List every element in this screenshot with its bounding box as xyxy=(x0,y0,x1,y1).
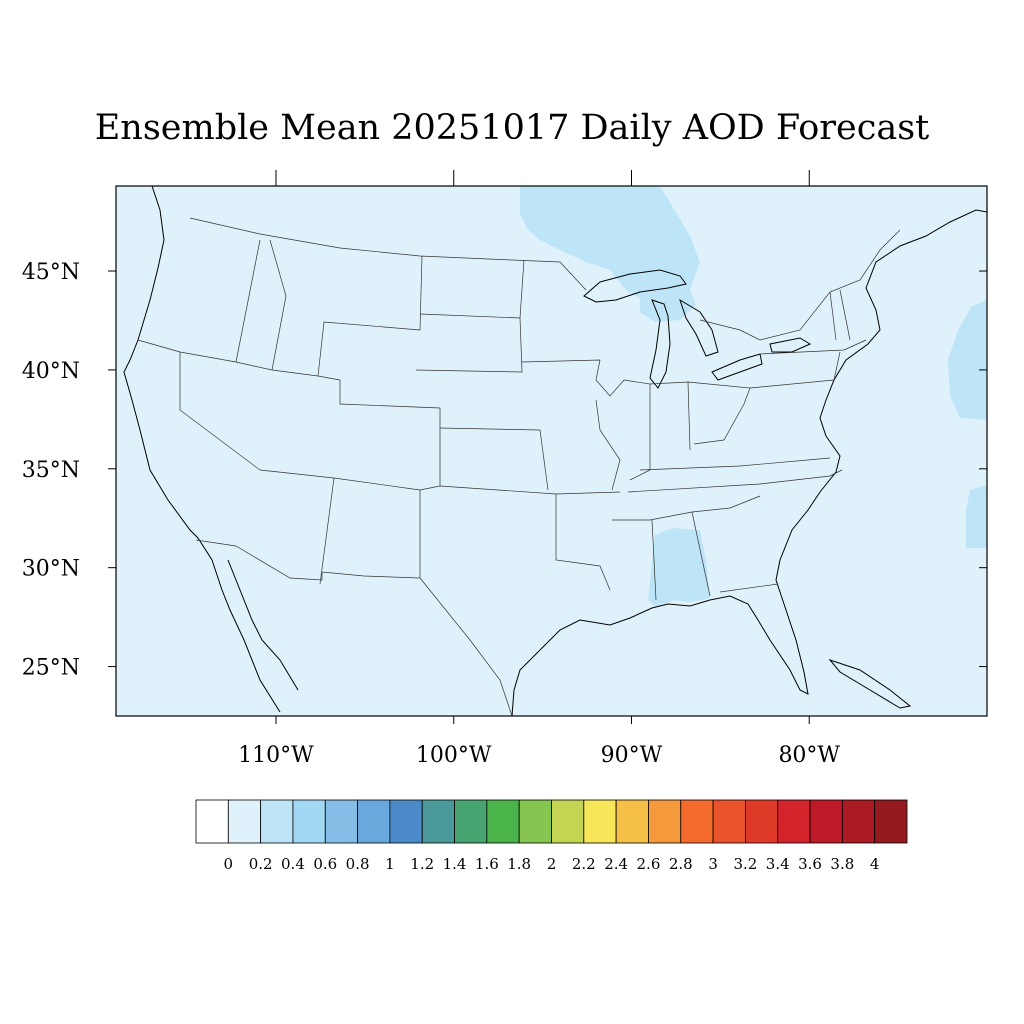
colorbar-level-label: 0.8 xyxy=(346,855,370,873)
colorbar-level-label: 1.4 xyxy=(443,855,467,873)
colorbar-swatch xyxy=(421,799,455,844)
colorbar-level-label: 2.8 xyxy=(669,855,693,873)
colorbar-swatch xyxy=(712,799,746,844)
colorbar-swatch xyxy=(745,799,779,844)
lat-tick-label: 30°N xyxy=(22,557,80,582)
cuba xyxy=(828,658,912,709)
colorbar-level-label: 1 xyxy=(385,855,395,873)
lat-tick-label: 40°N xyxy=(22,359,80,384)
lat-tick-label: 35°N xyxy=(22,458,80,483)
state-boundaries xyxy=(137,217,901,716)
colorbar-swatch xyxy=(583,799,617,844)
lake-erie xyxy=(711,353,763,381)
colorbar-swatch xyxy=(454,799,488,844)
colorbar-level-label: 1.2 xyxy=(410,855,434,873)
colorbar-swatch xyxy=(518,799,552,844)
longitude-axis: 110°W 100°W 90°W 80°W xyxy=(238,170,840,768)
coastline-layer xyxy=(123,186,987,716)
colorbar-swatch xyxy=(551,799,585,844)
lon-tick-label: 90°W xyxy=(601,743,663,768)
aod-patch-atlantic-offshore-north xyxy=(948,300,987,420)
colorbar-level-label: 1.8 xyxy=(507,855,531,873)
colorbar-swatch xyxy=(389,799,423,844)
mexico-border xyxy=(195,539,513,716)
colorbar-level-label: 3.8 xyxy=(830,855,854,873)
pacific-coastline xyxy=(123,186,281,713)
colorbar-level-label: 3.6 xyxy=(798,855,822,873)
map-background xyxy=(116,186,987,716)
colorbar-level-label: 0.6 xyxy=(313,855,337,873)
colorbar-swatch xyxy=(680,799,714,844)
lake-huron xyxy=(679,298,719,357)
map-title: Ensemble Mean 20251017 Daily AOD Forecas… xyxy=(94,108,930,148)
colorbar-swatch xyxy=(648,799,682,844)
canada-border xyxy=(189,217,587,291)
lon-tick-label: 80°W xyxy=(778,743,840,768)
lake-superior xyxy=(583,269,687,303)
aod-field-layer xyxy=(520,186,987,607)
colorbar-swatch xyxy=(615,799,649,844)
lake-michigan xyxy=(649,299,671,389)
map-frame xyxy=(115,185,988,717)
colorbar-swatch xyxy=(227,799,262,844)
colorbar-swatch xyxy=(809,799,843,844)
colorbar-level-label: 0.2 xyxy=(249,855,273,873)
colorbar-swatch xyxy=(324,799,358,844)
colorbar-level-label: 1.6 xyxy=(475,855,499,873)
colorbar-level-label: 3.2 xyxy=(733,855,757,873)
colorbar-swatch xyxy=(486,799,520,844)
gulf-coastline xyxy=(511,209,987,716)
aod-patch-atlantic-offshore-south xyxy=(966,485,987,548)
colorbar-swatch xyxy=(195,799,229,844)
canada-border-east xyxy=(699,229,901,341)
colorbar-swatch xyxy=(874,799,908,844)
colorbar-swatch xyxy=(292,799,326,844)
lake-ontario xyxy=(769,337,812,353)
colorbar-labels: 0 0.2 0.4 0.6 0.8 1 1.2 1.4 1.6 1.8 2 2.2 2.4 2.6 2.8 3… xyxy=(224,855,880,873)
colorbar-swatch xyxy=(841,799,876,844)
colorbar-level-label: 4 xyxy=(870,855,880,873)
colorbar-level-label: 2 xyxy=(547,855,557,873)
baja-gulf-coast xyxy=(227,559,299,691)
aod-patch-upper-great-lakes xyxy=(520,186,700,322)
colorbar-level-label: 2.4 xyxy=(604,855,628,873)
colorbar-level-label: 0.4 xyxy=(281,855,305,873)
colorbar xyxy=(195,799,908,844)
colorbar-swatch xyxy=(777,799,811,844)
lat-tick-label: 45°N xyxy=(22,260,80,285)
colorbar-swatch xyxy=(260,799,294,844)
lon-tick-label: 100°W xyxy=(416,743,492,768)
lon-tick-label: 110°W xyxy=(238,743,314,768)
latitude-axis: 45°N 40°N 35°N 30°N 25°N xyxy=(22,260,987,681)
colorbar-level-label: 3 xyxy=(708,855,718,873)
lat-tick-label: 25°N xyxy=(22,656,80,681)
aod-patch-alabama-gulf-coast xyxy=(648,528,710,607)
colorbar-level-label: 2.2 xyxy=(572,855,596,873)
colorbar-level-label: 3.4 xyxy=(766,855,790,873)
colorbar-level-label: 0 xyxy=(224,855,234,873)
colorbar-level-label: 2.6 xyxy=(637,855,661,873)
colorbar-swatch xyxy=(357,799,391,844)
